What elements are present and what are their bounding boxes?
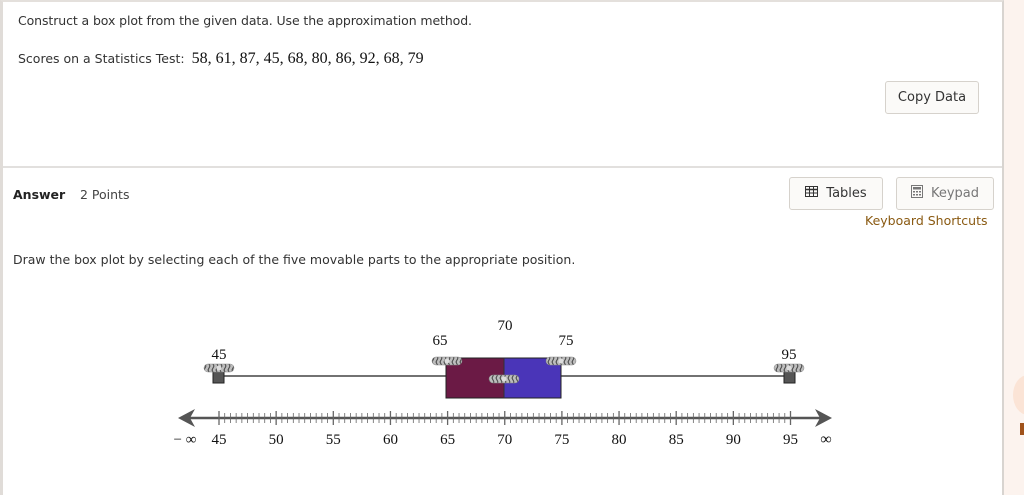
- min-value-label: 45: [212, 347, 227, 363]
- question-prompt: Construct a box plot from the given data…: [18, 13, 472, 28]
- tick-label: 75: [554, 432, 569, 448]
- neg-infinity-label: − ∞: [174, 432, 197, 448]
- q3-handle[interactable]: [545, 356, 577, 366]
- max-value-label: 95: [782, 347, 797, 363]
- tick-label: 80: [612, 432, 627, 448]
- max-handle[interactable]: [773, 363, 805, 384]
- data-label: Scores on a Statistics Test:: [18, 51, 185, 66]
- side-panel-decoration: [1013, 375, 1024, 415]
- question-data: Scores on a Statistics Test: 58, 61, 87,…: [18, 50, 424, 68]
- tables-button[interactable]: Tables: [789, 177, 883, 210]
- tick-label: 85: [669, 432, 684, 448]
- copy-data-button[interactable]: Copy Data: [885, 81, 979, 114]
- table-grid-icon: [805, 186, 819, 201]
- tick-label: 95: [783, 432, 798, 448]
- q1-value-label: 65: [433, 333, 448, 349]
- pos-infinity-label: ∞: [820, 431, 831, 448]
- tick-label: 90: [726, 432, 741, 448]
- data-values: 58, 61, 87, 45, 68, 80, 86, 92, 68, 79: [191, 50, 424, 67]
- left-arrow-icon: [178, 409, 195, 427]
- tick-label: 65: [440, 432, 455, 448]
- keypad-button[interactable]: Keypad: [896, 177, 994, 210]
- calculator-icon: [910, 185, 923, 202]
- axis-tick-labels: 45 50 55 60 65 70 75 80 85 90 95: [212, 432, 799, 448]
- copy-data-label: Copy Data: [897, 90, 967, 105]
- tick-label: 55: [326, 432, 341, 448]
- q3-value-label: 75: [559, 333, 574, 349]
- side-panel-marker: [1020, 423, 1024, 435]
- median-value-label: 70: [498, 318, 513, 334]
- question-section: Construct a box plot from the given data…: [3, 2, 1002, 168]
- q1-handle[interactable]: [431, 356, 463, 366]
- tick-label: 45: [212, 432, 227, 448]
- axis-ticks: [218, 411, 792, 425]
- points-label: 2 Points: [80, 187, 130, 202]
- min-handle[interactable]: [203, 363, 235, 384]
- tick-label: 70: [497, 432, 512, 448]
- instruction-text: Draw the box plot by selecting each of t…: [13, 252, 576, 267]
- right-arrow-icon: [815, 409, 832, 427]
- keypad-label: Keypad: [930, 186, 980, 201]
- box-plot-graph: 45 65 70 75 95 45 50 55 60 65 70 75 80 85 90 95 − …: [174, 318, 832, 448]
- median-handle[interactable]: [488, 374, 520, 384]
- tick-label: 60: [383, 432, 398, 448]
- tables-label: Tables: [826, 186, 867, 201]
- answer-heading: Answer: [13, 187, 66, 202]
- tick-label: 50: [269, 432, 284, 448]
- keyboard-shortcuts-link[interactable]: Keyboard Shortcuts: [865, 213, 988, 228]
